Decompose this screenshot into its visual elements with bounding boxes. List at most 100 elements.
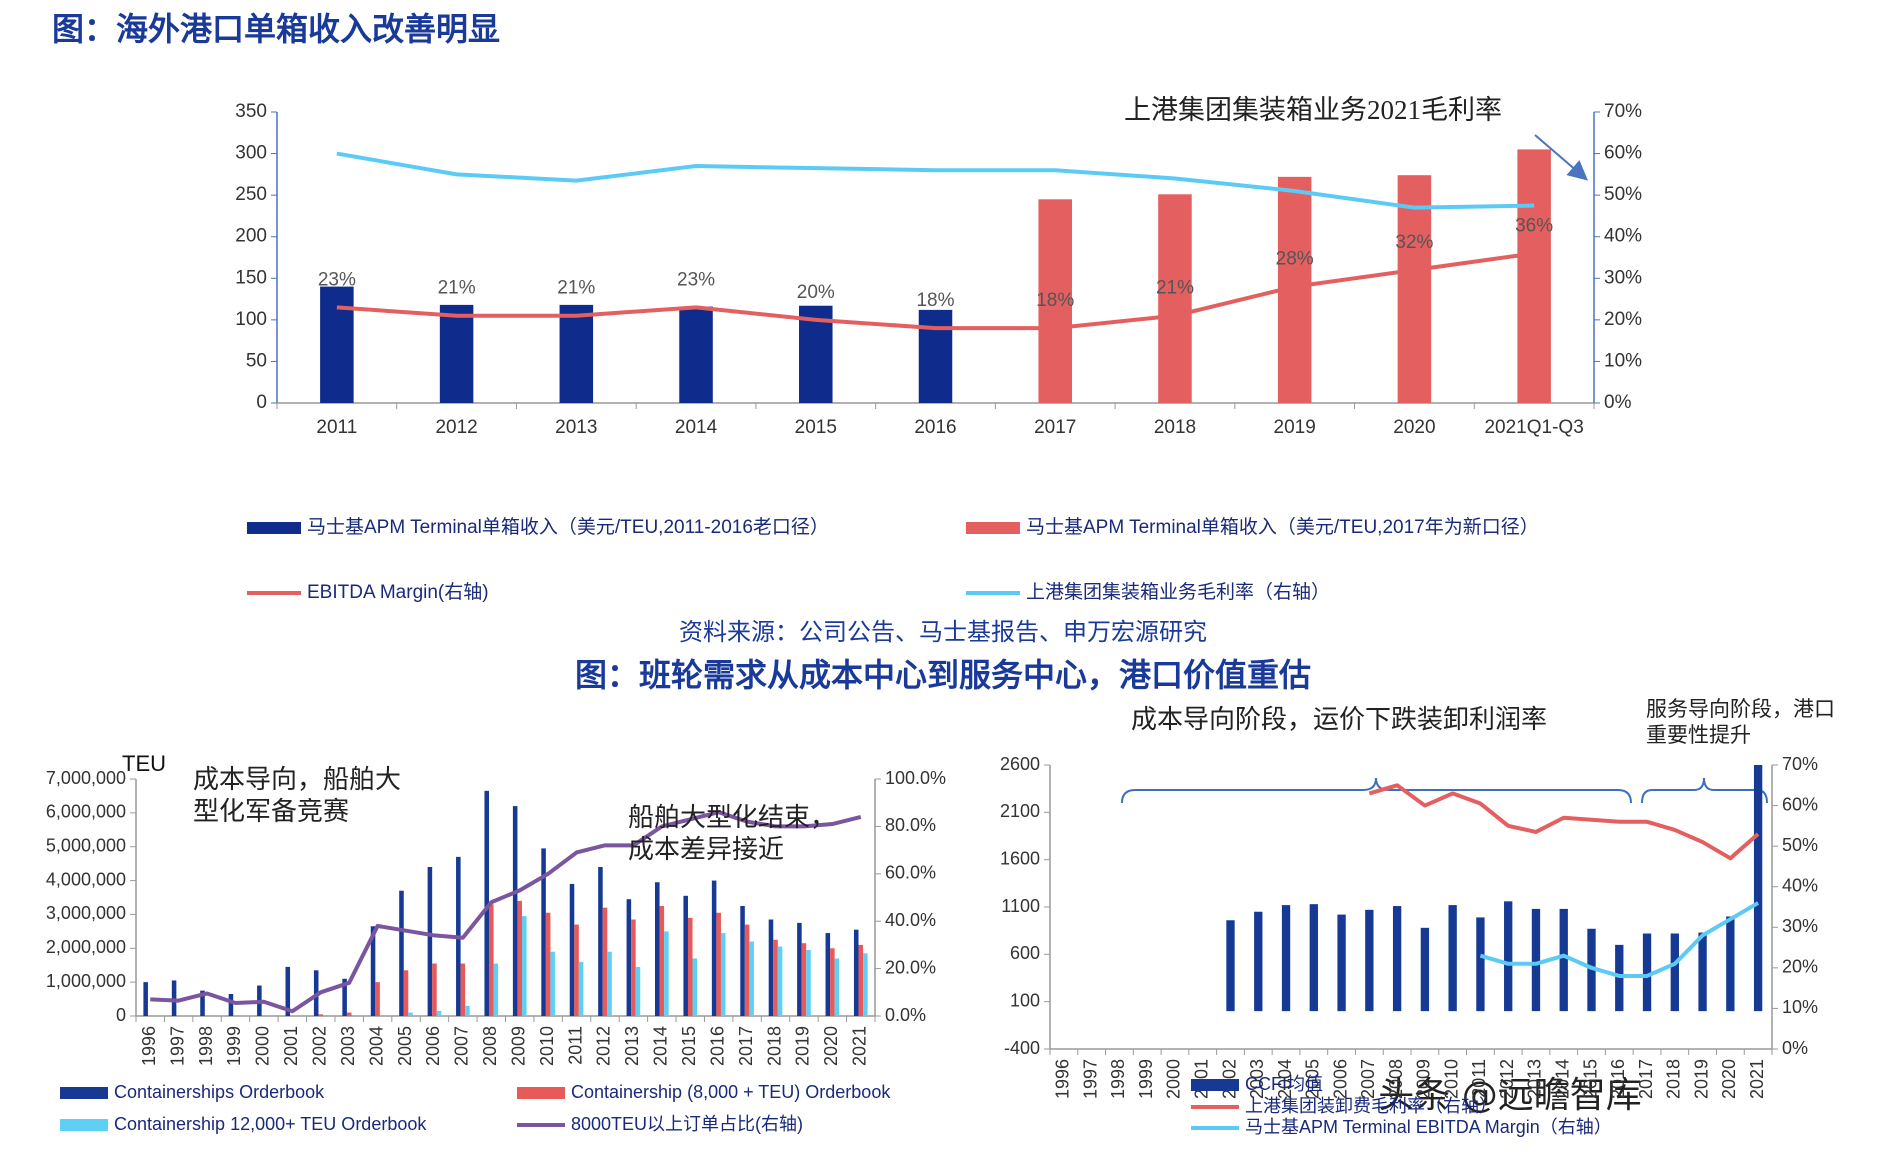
bar [863,953,868,1016]
watermark: 头条 @远瞻智库 [1378,1075,1641,1116]
y2-tick-label: 50% [1604,184,1642,205]
bar [318,1014,324,1016]
y2-tick-label: 20% [1604,309,1642,330]
y-tick-label: 300 [235,143,267,164]
x-tick-label: 1996 [1053,1059,1073,1099]
bar [1038,199,1072,403]
bar [711,880,717,1016]
y2-tick-label: 70% [1604,101,1642,122]
x-tick-label: 2021 [850,1026,870,1066]
bar [427,867,433,1016]
bar [1504,901,1513,1012]
bar [664,931,669,1016]
y-tick-label: -400 [1004,1038,1040,1058]
x-tick-label: 2020 [1393,417,1435,438]
legend-label: Containership 12,000+ TEU Orderbook [114,1114,427,1134]
y2-tick-label: 10% [1604,350,1642,371]
data-label: 36% [1515,215,1553,236]
y-tick-label: 0 [256,392,267,413]
bar [171,980,177,1016]
y-tick-label: 1600 [1000,848,1040,868]
bar [541,848,546,1016]
annotation: 船舶大型化结束，成本差异接近 [628,803,837,864]
x-tick-label: 2016 [914,417,956,438]
x-tick-label: 2019 [1691,1059,1711,1099]
bar [1753,765,1763,1012]
bar [143,982,148,1016]
data-label: 18% [916,290,954,311]
x-tick-label: 2007 [452,1026,472,1066]
bar [346,1012,352,1016]
bar [626,899,632,1016]
bar [1448,905,1457,1012]
data-label: 21% [438,278,476,299]
y-tick-label: 1100 [1001,896,1040,916]
bar [635,966,641,1016]
bar [228,993,234,1016]
x-tick-label: 2011 [1469,1059,1489,1098]
bar [692,958,698,1016]
x-tick-label: 2000 [253,1026,273,1066]
bar [806,949,811,1016]
bar [1531,908,1541,1012]
bar [512,806,518,1016]
x-tick-label: 2009 [508,1026,528,1066]
bar [1254,911,1263,1012]
bar [342,978,347,1016]
x-tick-label: 1997 [167,1026,187,1066]
x-tick-label: 1998 [1108,1059,1128,1099]
x-tick-label: 2010 [1441,1059,1461,1099]
bar [825,933,831,1016]
y2-tick-label: 30% [1782,916,1818,936]
x-tick-label: 2016 [707,1026,727,1066]
bar [858,944,864,1016]
x-tick-label: 2005 [1303,1059,1323,1099]
x-tick-label: 2004 [1275,1059,1295,1099]
x-tick-label: 2014 [675,417,718,438]
annotation: 成本导向，船舶大型化军备竞赛 [193,765,402,826]
y2-tick-label: 0% [1782,1038,1808,1058]
y-tick-label: 0 [116,1005,126,1025]
x-tick-label: 2009 [1414,1059,1434,1099]
x-tick-label: 2011 [316,417,357,438]
legend-swatch [966,522,1020,534]
brace [1641,777,1768,804]
legend-swatch [1191,1079,1239,1091]
x-tick-label: 2018 [764,1026,784,1066]
bar [1420,927,1430,1012]
bar [1587,928,1596,1012]
y-tick-label: 5,000,000 [46,835,126,855]
legend-label: 8000TEU以上订单占比(右轴) [571,1114,803,1134]
bar [1365,909,1374,1012]
x-tick-label: 2015 [1580,1059,1600,1099]
data-label: 20% [797,282,835,303]
x-tick-label: 2002 [310,1026,330,1066]
bar [1670,933,1679,1012]
bar [550,951,555,1016]
bar [768,919,774,1016]
bar [517,900,522,1016]
x-tick-label: 2019 [793,1026,813,1066]
bar [578,961,584,1016]
bar [1337,914,1346,1012]
bar [521,916,527,1016]
chart-title: 图：海外港口单箱收入改善明显 [52,10,500,48]
x-tick-label: 2014 [651,1026,671,1066]
y-tick-label: 200 [235,226,267,247]
x-tick-label: 1996 [139,1026,159,1066]
x-tick-label: 2003 [338,1026,358,1066]
bar [1642,933,1652,1012]
y-tick-label: 4,000,000 [46,869,126,889]
bar [559,304,594,403]
bar [439,304,474,403]
bar [716,912,721,1016]
y2-tick-label: 10% [1782,997,1818,1017]
x-tick-label: 2012 [594,1026,614,1066]
bar [1698,932,1707,1012]
bar [655,882,660,1016]
bar [493,963,499,1016]
x-tick-label: 2006 [1330,1059,1350,1099]
bar [370,926,376,1016]
bar [569,883,575,1016]
source: 资料来源：公司公告、马士基报告、申万宏源研究 [679,618,1207,646]
